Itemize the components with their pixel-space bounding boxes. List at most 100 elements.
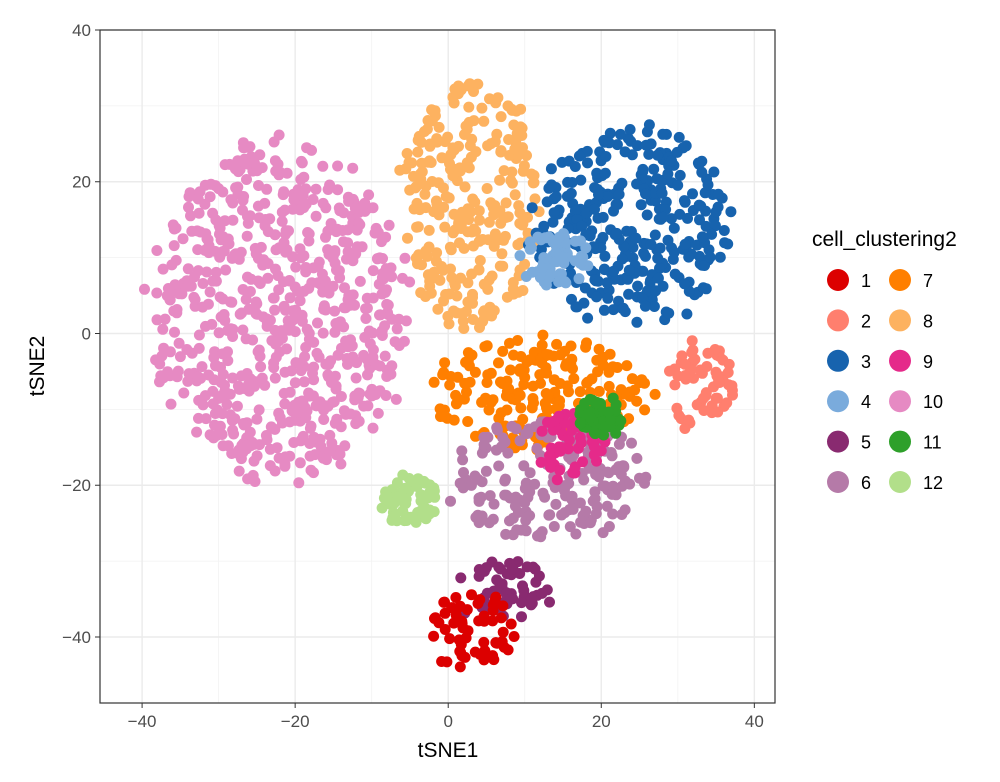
point-cluster-7 xyxy=(493,412,505,424)
point-cluster-10 xyxy=(227,214,239,226)
point-cluster-10 xyxy=(201,266,213,278)
point-cluster-3 xyxy=(624,124,636,135)
point-cluster-10 xyxy=(249,476,261,487)
point-cluster-10 xyxy=(167,219,179,231)
point-cluster-10 xyxy=(242,271,253,283)
point-cluster-3 xyxy=(608,205,619,217)
point-cluster-3 xyxy=(589,274,601,286)
point-cluster-3 xyxy=(611,139,623,151)
point-cluster-5 xyxy=(526,593,537,605)
point-cluster-10 xyxy=(254,278,266,289)
point-cluster-10 xyxy=(217,246,229,258)
point-cluster-6 xyxy=(613,438,625,450)
point-cluster-3 xyxy=(700,220,712,232)
point-cluster-10 xyxy=(208,352,220,363)
point-cluster-2 xyxy=(710,392,722,404)
point-cluster-3 xyxy=(547,216,559,228)
point-cluster-10 xyxy=(311,347,323,359)
point-cluster-2 xyxy=(721,397,733,409)
point-cluster-3 xyxy=(652,252,664,264)
point-cluster-10 xyxy=(377,268,389,279)
legend-item-5: 5 xyxy=(827,430,871,453)
point-cluster-3 xyxy=(666,213,677,225)
point-cluster-6 xyxy=(580,505,592,517)
point-cluster-7 xyxy=(551,338,563,350)
point-cluster-3 xyxy=(722,238,734,250)
point-cluster-8 xyxy=(443,192,455,204)
point-cluster-10 xyxy=(245,440,257,452)
legend-key-12 xyxy=(889,471,911,493)
point-cluster-8 xyxy=(507,277,519,288)
point-cluster-8 xyxy=(406,157,418,169)
point-cluster-7 xyxy=(476,396,488,408)
point-cluster-3 xyxy=(683,251,695,263)
point-cluster-10 xyxy=(404,276,416,288)
point-cluster-8 xyxy=(505,175,517,186)
point-cluster-2 xyxy=(727,389,738,401)
point-cluster-10 xyxy=(390,393,402,405)
point-cluster-7 xyxy=(515,402,527,414)
point-cluster-7 xyxy=(534,369,546,381)
point-cluster-10 xyxy=(399,252,411,264)
point-cluster-2 xyxy=(664,365,675,377)
point-cluster-10 xyxy=(289,281,301,293)
point-cluster-10 xyxy=(261,183,273,195)
point-cluster-4 xyxy=(526,266,538,278)
point-cluster-10 xyxy=(370,222,382,234)
point-cluster-1 xyxy=(495,612,507,624)
point-cluster-6 xyxy=(514,435,526,447)
point-cluster-10 xyxy=(270,244,282,256)
panel-border xyxy=(99,29,776,704)
point-cluster-10 xyxy=(183,201,194,213)
point-cluster-10 xyxy=(367,202,379,214)
point-cluster-10 xyxy=(317,403,329,415)
point-cluster-10 xyxy=(164,294,176,306)
point-cluster-1 xyxy=(444,633,456,645)
point-cluster-8 xyxy=(509,189,521,201)
point-cluster-6 xyxy=(590,508,602,520)
point-cluster-2 xyxy=(679,423,691,434)
point-cluster-10 xyxy=(182,263,194,275)
point-cluster-10 xyxy=(157,263,169,275)
point-cluster-10 xyxy=(232,380,244,392)
point-cluster-8 xyxy=(419,188,431,200)
legend-item-4: 4 xyxy=(827,390,871,413)
point-cluster-7 xyxy=(541,402,552,414)
point-cluster-10 xyxy=(330,226,342,238)
point-cluster-7 xyxy=(526,402,538,414)
point-cluster-10 xyxy=(220,264,232,276)
point-cluster-10 xyxy=(280,246,291,258)
point-cluster-2 xyxy=(669,379,681,391)
point-cluster-10 xyxy=(367,422,379,434)
point-cluster-12 xyxy=(412,473,424,485)
point-cluster-3 xyxy=(538,220,550,232)
point-cluster-8 xyxy=(419,126,430,137)
x-tick-label: 40 xyxy=(745,712,764,731)
point-cluster-7 xyxy=(508,349,519,361)
point-cluster-9 xyxy=(554,464,566,476)
point-cluster-12 xyxy=(416,492,428,504)
point-cluster-12 xyxy=(378,492,390,504)
point-cluster-10 xyxy=(279,398,291,410)
point-cluster-10 xyxy=(386,360,398,372)
legend-item-11: 11 xyxy=(889,430,942,453)
point-cluster-7 xyxy=(460,356,472,368)
point-cluster-8 xyxy=(431,247,443,259)
point-cluster-4 xyxy=(525,242,537,254)
point-cluster-10 xyxy=(297,190,309,202)
point-cluster-7 xyxy=(621,360,633,372)
point-cluster-6 xyxy=(589,486,601,498)
point-cluster-1 xyxy=(490,637,502,649)
point-cluster-10 xyxy=(326,437,338,449)
point-cluster-4 xyxy=(569,235,581,247)
point-cluster-10 xyxy=(276,215,288,227)
point-cluster-10 xyxy=(255,241,267,253)
point-cluster-1 xyxy=(508,631,520,642)
point-cluster-3 xyxy=(535,243,547,255)
point-cluster-8 xyxy=(404,184,416,196)
point-cluster-10 xyxy=(270,263,281,275)
point-cluster-10 xyxy=(192,371,204,383)
point-cluster-8 xyxy=(463,116,475,128)
point-cluster-10 xyxy=(342,246,354,258)
point-cluster-3 xyxy=(526,202,538,214)
